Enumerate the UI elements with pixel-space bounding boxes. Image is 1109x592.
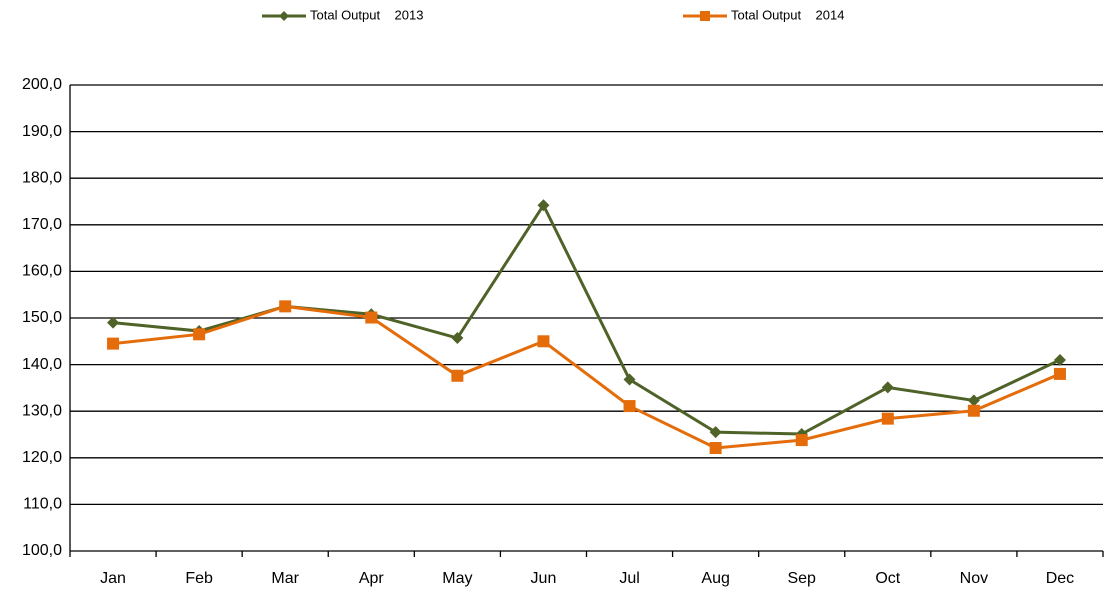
y-tick-label: 160,0 <box>22 263 62 280</box>
point <box>881 381 894 394</box>
point <box>1053 367 1066 380</box>
point <box>451 332 464 345</box>
point <box>365 311 378 324</box>
x-tick-label: Nov <box>960 570 988 587</box>
x-tick-label: Jan <box>100 570 126 587</box>
y-tick-label: 100,0 <box>22 542 62 559</box>
series-line <box>112 304 1061 450</box>
point <box>709 442 722 455</box>
point <box>967 394 980 407</box>
point <box>107 337 120 350</box>
point <box>623 373 636 386</box>
point <box>537 335 550 348</box>
x-tick-label: Aug <box>701 570 729 587</box>
y-tick-label: 130,0 <box>22 402 62 419</box>
y-tick-label: 180,0 <box>22 169 62 186</box>
x-tick-label: Mar <box>271 570 299 587</box>
x-tick-label: Feb <box>185 570 213 587</box>
point <box>107 316 120 329</box>
y-tick-label: 150,0 <box>22 309 62 326</box>
point <box>709 426 722 439</box>
x-tick-label: Oct <box>875 570 900 587</box>
point <box>193 328 206 341</box>
legend-marker <box>279 11 289 21</box>
x-tick-label: May <box>442 570 472 587</box>
y-tick-label: 140,0 <box>22 356 62 373</box>
series-line <box>112 202 1061 436</box>
point <box>537 199 550 212</box>
point <box>451 369 464 382</box>
y-tick-label: 110,0 <box>23 496 62 513</box>
legend-label: Total Output 2013 <box>310 7 423 22</box>
point <box>881 412 894 425</box>
y-tick-label: 190,0 <box>22 123 62 140</box>
point <box>795 434 808 447</box>
x-tick-label: Jul <box>619 570 639 587</box>
x-tick-label: Sep <box>787 570 816 587</box>
y-tick-label: 170,0 <box>22 216 62 233</box>
y-tick-label: 200,0 <box>22 76 62 93</box>
point <box>623 400 636 413</box>
x-tick-label: Apr <box>359 570 385 587</box>
legend-marker <box>700 11 710 21</box>
x-tick-label: Dec <box>1046 570 1074 587</box>
x-tick-label: Jun <box>531 570 557 587</box>
point <box>967 404 980 417</box>
legend-label: Total Output 2014 <box>731 7 844 22</box>
y-tick-label: 120,0 <box>22 449 62 466</box>
point <box>279 300 292 313</box>
point <box>1053 353 1066 366</box>
